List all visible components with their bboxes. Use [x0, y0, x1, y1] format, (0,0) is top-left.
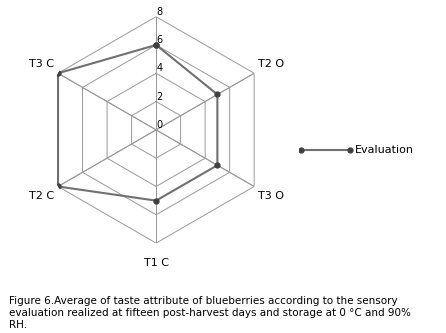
Text: Evaluation: Evaluation: [355, 145, 414, 155]
Text: Figure 6.Average of taste attribute of blueberries according to the sensory
eval: Figure 6.Average of taste attribute of b…: [9, 296, 411, 330]
